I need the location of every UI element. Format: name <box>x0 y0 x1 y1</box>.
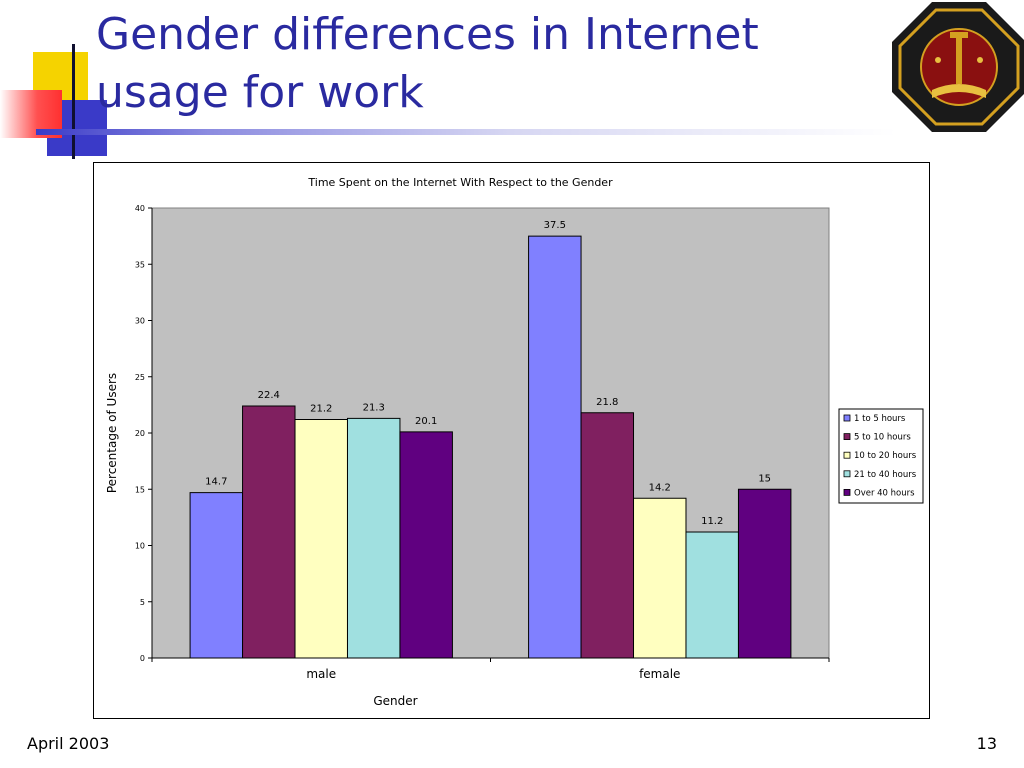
data-label: 21.8 <box>596 397 618 408</box>
legend-item: 10 to 20 hours <box>854 451 917 461</box>
y-tick-label: 10 <box>135 542 145 551</box>
legend-swatch <box>843 451 851 459</box>
data-label: 21.3 <box>363 402 385 413</box>
y-tick-label: 35 <box>135 260 145 269</box>
data-label: 15 <box>758 473 771 484</box>
slide-title: Gender differences in Internet usage for… <box>96 6 856 122</box>
bar-chart: Time Spent on the Internet With Respect … <box>105 176 924 708</box>
data-label: 14.2 <box>649 482 671 493</box>
legend <box>838 408 924 504</box>
category-label-male: male <box>306 667 336 681</box>
slide-title-line-1: Gender differences in Internet <box>96 9 759 60</box>
y-tick-label: 20 <box>135 429 145 438</box>
chart-frame: Time Spent on the Internet With Respect … <box>93 162 930 719</box>
page-number: 13 <box>976 734 997 753</box>
bar-female-series-5 <box>737 488 792 659</box>
data-label: 37.5 <box>544 220 566 231</box>
slide-title-line-2: usage for work <box>96 67 424 118</box>
bar-male-series-5 <box>399 431 453 659</box>
legend-item: 1 to 5 hours <box>854 414 906 424</box>
university-seal-icon <box>892 2 1024 132</box>
y-axis-title: Percentage of Users <box>105 373 119 493</box>
legend-swatch <box>843 433 851 441</box>
legend-item: Over 40 hours <box>854 488 915 498</box>
y-tick-label: 40 <box>135 204 145 213</box>
title-rule <box>36 129 896 135</box>
x-axis-title: Gender <box>373 694 417 708</box>
y-tick-label: 30 <box>135 317 145 326</box>
bar-male-series-4 <box>346 417 401 659</box>
legend-swatch <box>843 470 851 478</box>
category-label-female: female <box>639 667 680 681</box>
chart-title: Time Spent on the Internet With Respect … <box>307 176 613 189</box>
data-label: 14.7 <box>205 477 227 488</box>
data-label: 22.4 <box>258 390 280 401</box>
y-tick-label: 25 <box>135 373 145 382</box>
bar-male-series-1 <box>189 492 244 659</box>
y-tick-label: 15 <box>135 485 145 494</box>
decor-vertical-line <box>72 44 75 159</box>
data-label: 20.1 <box>415 416 437 427</box>
bar-male-series-3 <box>294 419 348 659</box>
footer-date: April 2003 <box>27 734 110 753</box>
data-label: 11.2 <box>701 516 723 527</box>
bar-female-series-2 <box>580 412 635 659</box>
legend-swatch <box>843 414 851 422</box>
bar-male-series-2 <box>242 405 296 659</box>
bar-female-series-3 <box>633 497 687 659</box>
y-tick-label: 5 <box>140 598 145 607</box>
data-label: 21.2 <box>310 404 332 415</box>
legend-item: 21 to 40 hours <box>854 470 917 480</box>
legend-item: 5 to 10 hours <box>854 433 911 443</box>
y-tick-label: 0 <box>140 654 145 663</box>
legend-swatch <box>843 488 851 496</box>
bar-female-series-1 <box>528 235 582 659</box>
bar-female-series-4 <box>685 531 739 659</box>
